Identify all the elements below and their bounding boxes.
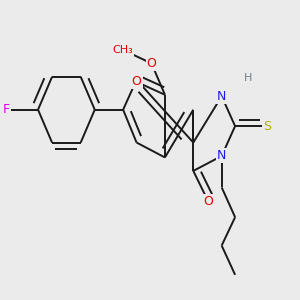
Text: H: H	[244, 73, 252, 83]
Text: F: F	[2, 103, 10, 116]
Text: O: O	[147, 57, 156, 70]
Text: N: N	[217, 90, 226, 103]
Text: O: O	[203, 195, 213, 208]
Text: N: N	[217, 149, 226, 163]
Text: CH₃: CH₃	[113, 45, 134, 55]
Text: S: S	[263, 120, 272, 133]
Text: O: O	[132, 75, 142, 88]
Text: N: N	[132, 73, 141, 86]
